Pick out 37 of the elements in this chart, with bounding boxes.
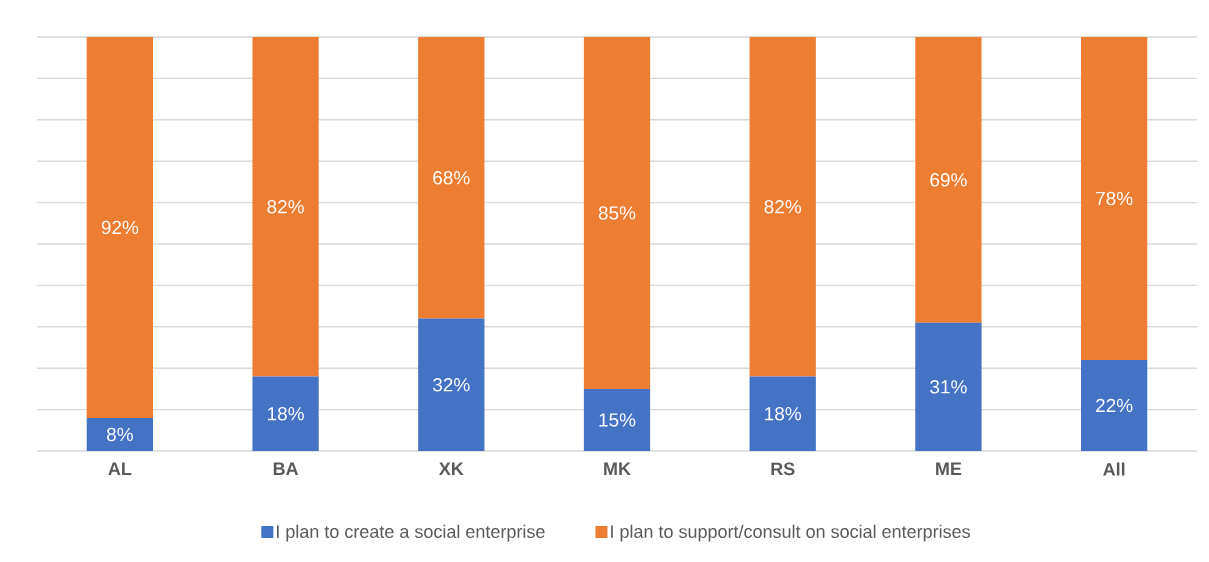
legend-label: I plan to support/consult on social enterprises — [611, 524, 970, 542]
x-tick-label: MK — [604, 462, 631, 475]
data-label: 68% — [433, 171, 470, 185]
bar — [1080, 36, 1148, 360]
data-label: 15% — [599, 413, 636, 427]
legend-label: I plan to create a social enterprise — [276, 524, 545, 542]
bar — [749, 376, 816, 451]
x-tick-label: ME — [936, 462, 962, 475]
bar — [86, 36, 153, 418]
data-label: 78% — [1096, 191, 1133, 206]
x-tick-label: XK — [438, 462, 464, 475]
bar — [915, 322, 982, 451]
bar — [915, 36, 982, 323]
bar — [583, 36, 651, 389]
x-tick-label: RS — [771, 462, 795, 476]
data-label: 8% — [106, 427, 133, 442]
x-tick-label: AL — [108, 462, 132, 475]
data-label: 82% — [267, 200, 304, 214]
data-label: 31% — [930, 380, 967, 394]
data-label: 18% — [268, 407, 304, 421]
data-label: 32% — [432, 378, 470, 392]
data-label: 82% — [764, 200, 802, 214]
bar — [1080, 359, 1148, 451]
data-label: 85% — [598, 206, 636, 220]
data-label: 92% — [101, 220, 139, 235]
data-label: 22% — [1096, 398, 1133, 413]
x-tick-label: BA — [273, 462, 299, 475]
bar — [86, 417, 153, 451]
bar — [583, 388, 651, 451]
bar — [252, 376, 319, 451]
bar — [252, 36, 319, 377]
x-tick-label: All — [1103, 462, 1125, 476]
bar — [749, 36, 816, 377]
bar — [418, 36, 485, 319]
data-label: 18% — [765, 407, 802, 421]
bar — [418, 318, 485, 451]
data-label: 69% — [930, 173, 967, 187]
